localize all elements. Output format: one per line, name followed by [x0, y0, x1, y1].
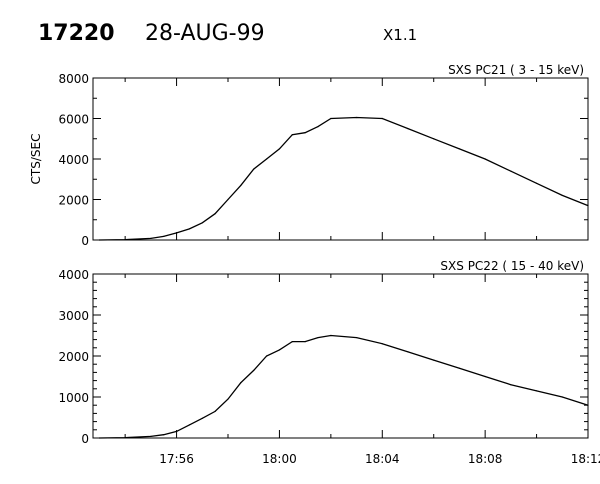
data-point — [304, 341, 306, 343]
data-point — [240, 184, 242, 186]
y-axis-label: CTS/SEC — [29, 134, 43, 185]
y-tick-label: 4000 — [58, 153, 89, 167]
data-point — [535, 390, 538, 392]
x-tick-label: 17:56 — [159, 452, 194, 466]
data-point — [433, 138, 435, 140]
lightcurve-series — [99, 116, 589, 241]
data-point — [433, 359, 435, 361]
y-tick-label: 2000 — [58, 350, 89, 364]
flare-class: X1.1 — [383, 26, 417, 44]
data-point — [240, 382, 242, 384]
data-point — [330, 117, 332, 120]
data-point — [535, 182, 538, 184]
y-tick-label: 6000 — [58, 113, 89, 127]
plot-frame — [92, 77, 589, 241]
x-tick-label: 18:08 — [468, 452, 503, 466]
data-point — [188, 228, 191, 230]
data-point — [98, 437, 101, 439]
y-tick-label: 1000 — [58, 391, 89, 405]
data-point — [278, 148, 281, 150]
data-point — [163, 235, 165, 237]
data-point — [150, 237, 152, 239]
data-point — [407, 351, 409, 353]
panel-title: SXS PC22 ( 15 - 40 keV) — [440, 259, 584, 273]
data-point — [188, 424, 191, 426]
data-point — [561, 396, 563, 398]
data-point — [407, 128, 409, 130]
plot-frame — [92, 273, 589, 439]
data-point — [330, 334, 332, 337]
data-point — [587, 204, 589, 207]
data-point — [291, 341, 293, 343]
data-point — [355, 336, 358, 339]
event-id: 17220 — [38, 21, 115, 46]
data-point — [510, 384, 512, 386]
y-tick-label: 0 — [81, 432, 89, 446]
data-point — [510, 170, 512, 172]
panel-2: SXS PC22 ( 15 - 40 keV) 0 1000 2000 3000 4000… — [58, 259, 600, 466]
x-tick-label: 18:04 — [365, 452, 400, 466]
data-point — [278, 349, 281, 351]
data-point — [214, 213, 216, 215]
data-point — [201, 417, 203, 419]
y-tick-label: 2000 — [58, 194, 89, 208]
data-point — [124, 436, 126, 439]
data-point — [587, 404, 589, 406]
y-tick-label: 8000 — [58, 72, 89, 86]
data-point — [201, 222, 203, 224]
data-point — [291, 134, 293, 136]
data-point — [484, 375, 486, 378]
data-point — [381, 117, 383, 120]
data-point — [265, 158, 268, 160]
data-point — [150, 435, 152, 437]
data-point — [265, 355, 268, 357]
data-point — [124, 238, 126, 241]
data-point — [381, 343, 383, 345]
panel-title: SXS PC21 ( 3 - 15 keV) — [448, 63, 584, 77]
data-point — [253, 168, 255, 170]
data-point — [561, 194, 563, 197]
y-tick-label: 3000 — [58, 309, 89, 323]
x-tick-label: 18:00 — [262, 452, 297, 466]
panel-1: SXS PC21 ( 3 - 15 keV) CTS/SEC 0 2000 4000 60… — [29, 63, 589, 248]
event-date: 28-AUG-99 — [145, 21, 265, 46]
data-point — [458, 148, 461, 150]
data-point — [175, 430, 178, 433]
y-tick-label: 4000 — [58, 268, 89, 282]
data-point — [214, 410, 216, 412]
data-point — [227, 398, 229, 400]
data-point — [355, 116, 358, 119]
data-point — [317, 336, 319, 339]
data-point — [458, 367, 461, 369]
data-point — [484, 158, 486, 160]
data-point — [253, 369, 255, 371]
y-tick-label: 0 — [81, 234, 89, 248]
data-point — [175, 232, 178, 234]
lightcurve-series — [99, 334, 589, 439]
data-point — [304, 132, 306, 134]
data-point — [98, 239, 101, 241]
data-point — [317, 126, 319, 128]
x-tick-label: 18:12 — [571, 452, 600, 466]
data-point — [227, 198, 229, 201]
data-point — [163, 434, 165, 436]
